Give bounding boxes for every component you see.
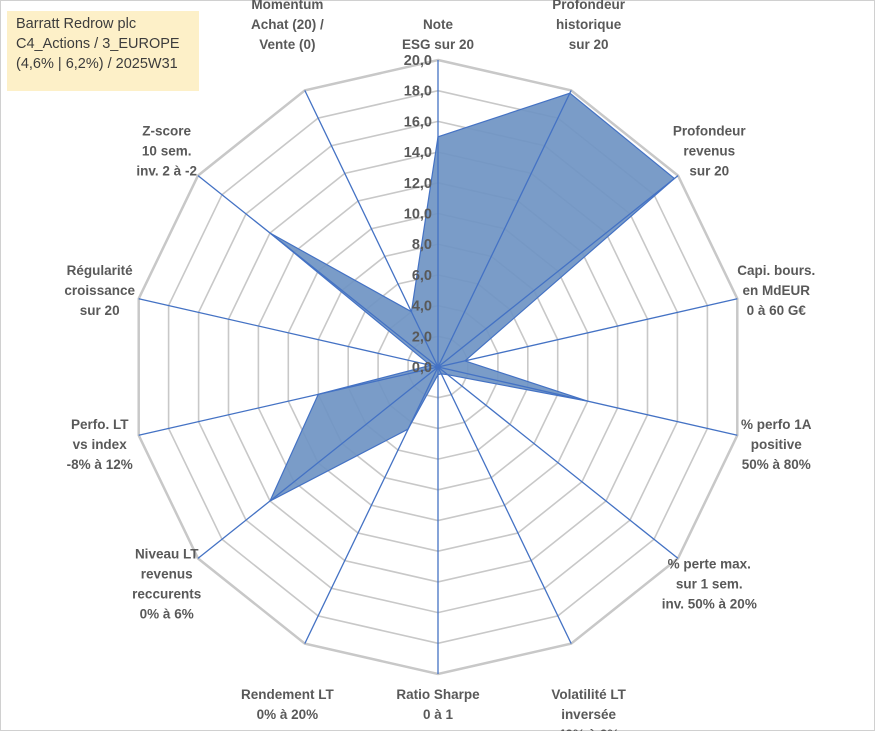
axis-label: % perfo 1A positive 50% à 80% bbox=[741, 417, 812, 472]
axis-spoke bbox=[437, 366, 679, 559]
axis-spoke bbox=[197, 366, 439, 559]
tick-label: 20,0 bbox=[404, 53, 432, 69]
tick-label: 4,0 bbox=[412, 299, 432, 315]
axis-spoke bbox=[304, 366, 439, 644]
axis-label: Momentum Achat (20) / Vente (0) bbox=[251, 0, 324, 52]
axis-spoke bbox=[138, 366, 439, 436]
title-line-company: Barratt Redrow plc bbox=[16, 16, 137, 32]
chart-title-box: Barratt Redrow plc C4_Actions / 3_EUROPE… bbox=[7, 11, 199, 91]
axis-label: Profondeur historique sur 20 bbox=[552, 0, 625, 52]
axis-spoke bbox=[437, 175, 679, 368]
axis-label: Ratio Sharpe 0 à 1 bbox=[396, 687, 480, 722]
tick-label: 18,0 bbox=[404, 84, 432, 100]
radar-tick-labels: 0,0 2,0 4,0 6,0 8,0 10,0 12,0 14,0 16,0 18,0 20,0 bbox=[404, 53, 432, 376]
axis-label: Niveau LT revenus reccurents 0% à 6% bbox=[132, 546, 201, 621]
axis-label: Z-score 10 sem. inv. 2 à -2 bbox=[136, 124, 197, 179]
axis-label: Profondeur revenus sur 20 bbox=[673, 124, 746, 179]
axis-spoke bbox=[197, 175, 439, 368]
axis-label: Volatilité LTinversée40% à 0% bbox=[551, 687, 626, 731]
radar-spokes bbox=[138, 60, 738, 674]
axis-label: Note ESG sur 20 bbox=[402, 17, 474, 52]
axis-label: Rendement LT 0% à 20% bbox=[241, 687, 335, 722]
axis-spoke bbox=[437, 366, 738, 436]
axis-label: Capi. bours. en MdEUR 0 à 60 G€ bbox=[737, 263, 815, 318]
axis-spoke bbox=[304, 90, 439, 368]
axis-spoke bbox=[437, 298, 738, 368]
tick-label: 10,0 bbox=[404, 207, 432, 223]
title-line-ratios: (4,6% | 6,2%) / 2025W31 bbox=[16, 56, 178, 72]
axis-label: % perte max. sur 1 sem. inv. 50% à 20% bbox=[662, 556, 757, 611]
tick-label: 2,0 bbox=[412, 329, 432, 345]
axis-spoke bbox=[437, 366, 572, 644]
axis-label: Perfo. LT vs index -8% à 12% bbox=[67, 417, 133, 472]
tick-label: 6,0 bbox=[412, 268, 432, 284]
tick-label: 0,0 bbox=[412, 360, 432, 376]
radar-axis-labels: Note ESG sur 20 Profondeur historique sur 20… bbox=[64, 0, 815, 731]
axis-label: Régularité croissance sur 20 bbox=[64, 263, 135, 318]
axis-spoke bbox=[437, 90, 572, 368]
tick-label: 8,0 bbox=[412, 237, 432, 253]
tick-label: 14,0 bbox=[404, 145, 432, 161]
tick-label: 12,0 bbox=[404, 176, 432, 192]
title-line-category: C4_Actions / 3_EUROPE bbox=[16, 36, 180, 52]
tick-label: 16,0 bbox=[404, 114, 432, 130]
axis-spoke bbox=[138, 298, 439, 368]
